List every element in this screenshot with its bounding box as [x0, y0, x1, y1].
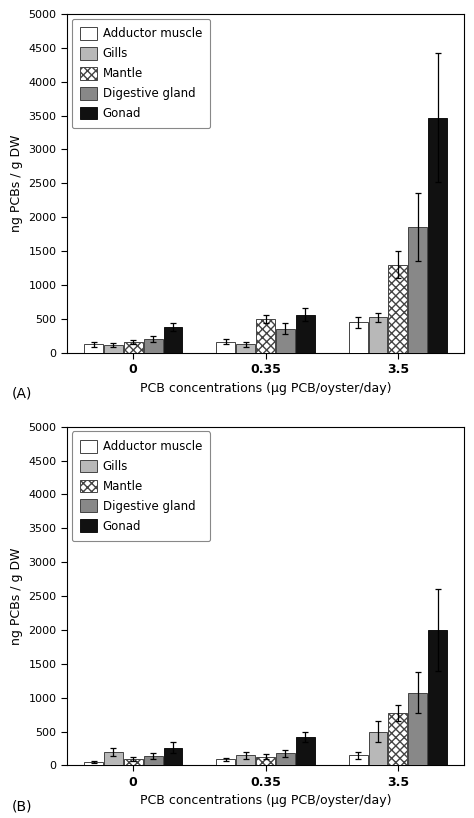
- Text: (B): (B): [11, 799, 32, 813]
- Bar: [388, 264, 407, 353]
- Bar: [164, 327, 182, 353]
- Bar: [217, 342, 235, 353]
- Bar: [408, 227, 427, 353]
- Bar: [144, 756, 163, 766]
- Bar: [256, 757, 275, 766]
- Bar: [124, 758, 143, 766]
- X-axis label: PCB concentrations (μg PCB/oyster/day): PCB concentrations (μg PCB/oyster/day): [140, 794, 392, 807]
- Bar: [144, 339, 163, 353]
- Legend: Adductor muscle, Gills, Mantle, Digestive gland, Gonad: Adductor muscle, Gills, Mantle, Digestiv…: [72, 19, 210, 128]
- Bar: [428, 630, 447, 766]
- Bar: [236, 755, 255, 766]
- Bar: [164, 748, 182, 766]
- Legend: Adductor muscle, Gills, Mantle, Digestive gland, Gonad: Adductor muscle, Gills, Mantle, Digestiv…: [72, 431, 210, 541]
- Bar: [276, 753, 295, 766]
- Bar: [388, 712, 407, 766]
- Y-axis label: ng PCBs / g DW: ng PCBs / g DW: [10, 547, 23, 645]
- Bar: [428, 118, 447, 353]
- Bar: [349, 755, 367, 766]
- Y-axis label: ng PCBs / g DW: ng PCBs / g DW: [10, 134, 23, 232]
- X-axis label: PCB concentrations (μg PCB/oyster/day): PCB concentrations (μg PCB/oyster/day): [140, 381, 392, 394]
- Bar: [296, 737, 315, 766]
- Bar: [369, 731, 387, 766]
- Bar: [236, 344, 255, 353]
- Bar: [104, 345, 123, 353]
- Text: (A): (A): [11, 386, 32, 401]
- Bar: [276, 329, 295, 353]
- Bar: [217, 759, 235, 766]
- Bar: [104, 752, 123, 766]
- Bar: [84, 762, 103, 766]
- Bar: [408, 693, 427, 766]
- Bar: [124, 343, 143, 353]
- Bar: [296, 315, 315, 353]
- Bar: [349, 322, 367, 353]
- Bar: [84, 344, 103, 353]
- Bar: [369, 317, 387, 353]
- Bar: [256, 319, 275, 353]
